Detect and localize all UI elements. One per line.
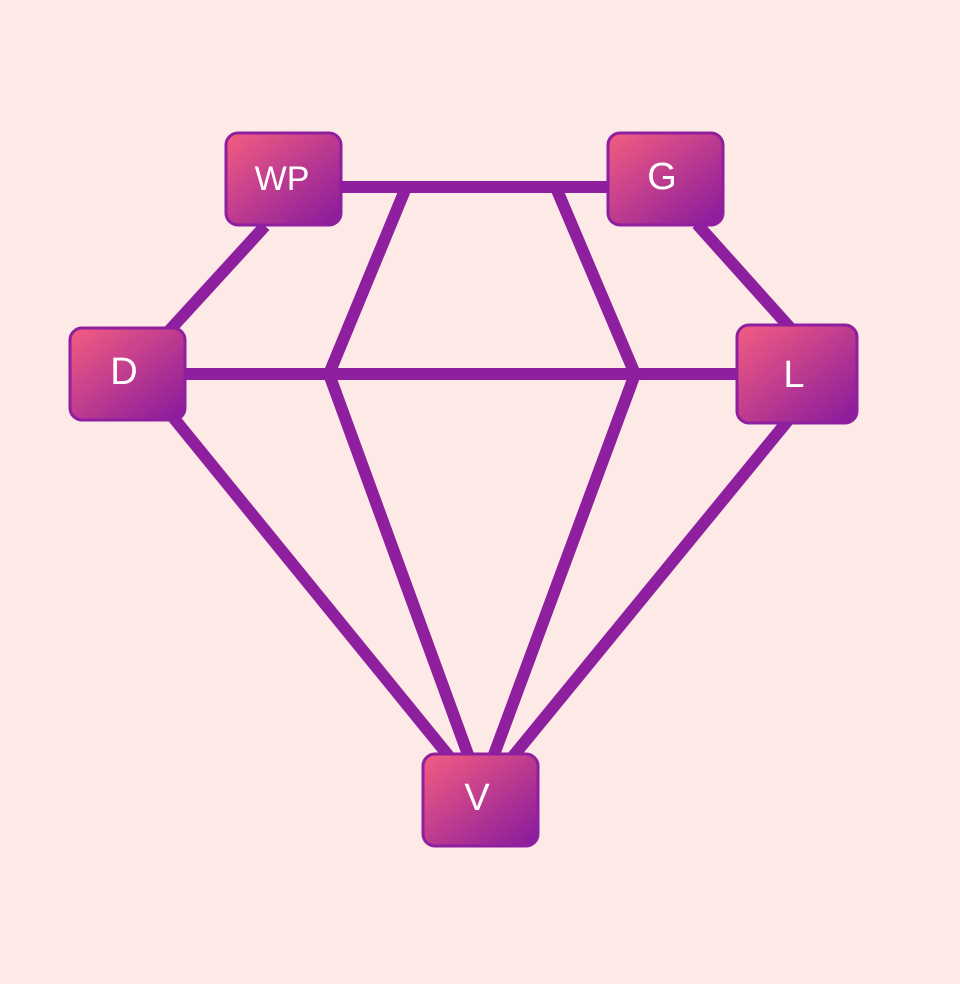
edges <box>163 181 797 764</box>
node-label: L <box>783 354 804 396</box>
node-label: WP <box>255 160 310 198</box>
edge <box>163 221 270 337</box>
node-label: D <box>110 351 137 393</box>
node-box <box>606 131 725 227</box>
node: L <box>735 323 859 425</box>
edge <box>505 414 795 764</box>
node-box <box>421 752 540 848</box>
node-label: V <box>464 777 490 819</box>
node-label: G <box>647 156 677 198</box>
node-box <box>224 131 343 227</box>
node: WP <box>224 131 343 227</box>
edge <box>323 187 476 763</box>
edge <box>486 187 641 763</box>
node-box <box>735 323 859 425</box>
edge <box>692 219 797 335</box>
node: D <box>68 326 187 422</box>
node-box <box>68 326 187 422</box>
node: G <box>606 131 725 227</box>
edge <box>167 412 457 764</box>
node: V <box>421 752 540 848</box>
